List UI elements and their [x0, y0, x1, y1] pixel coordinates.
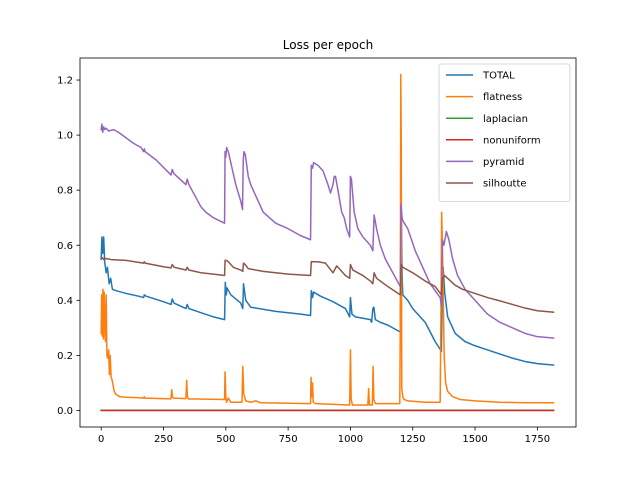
y-tick-label: 0.8	[57, 186, 73, 197]
y-tick-label: 0.6	[57, 241, 73, 252]
x-axis: 0 250 500 750 1000 1250 1500 1750	[98, 427, 550, 445]
x-tick-label: 500	[216, 434, 235, 445]
x-tick-label: 1000	[338, 434, 363, 445]
series-line-TOTAL	[100, 205, 555, 366]
x-tick-label: 1500	[462, 434, 487, 445]
legend-label-pyramid: pyramid	[483, 157, 524, 168]
legend-label-TOTAL: TOTAL	[482, 71, 515, 82]
series-line-flatness	[100, 73, 555, 406]
x-tick-label: 1250	[400, 434, 425, 445]
x-tick-label: 750	[279, 434, 298, 445]
plot-frame	[79, 57, 577, 428]
chart-title: Loss per epoch	[283, 38, 373, 52]
legend-label-silhoutte: silhoutte	[483, 179, 527, 190]
y-axis: 0.0 0.2 0.4 0.6 0.8 1.0 1.2	[57, 76, 80, 417]
legend-box	[438, 63, 571, 203]
y-tick-label: 0.4	[57, 296, 73, 307]
series-layer	[100, 73, 555, 412]
legend-label-nonuniform: nonuniform	[483, 135, 541, 146]
series-line-silhoutte	[100, 256, 555, 313]
legend-label-laplacian: laplacian	[483, 114, 528, 125]
y-tick-label: 1.0	[57, 131, 73, 142]
x-tick-label: 1750	[525, 434, 550, 445]
legend: TOTAL flatness laplacian nonuniform pyramid s…	[438, 63, 571, 203]
y-tick-label: 0.0	[57, 406, 73, 417]
legend-label-flatness: flatness	[483, 92, 522, 103]
x-tick-label: 250	[154, 434, 173, 445]
x-tick-label: 0	[98, 434, 104, 445]
y-tick-label: 1.2	[57, 76, 73, 87]
y-tick-label: 0.2	[57, 351, 73, 362]
